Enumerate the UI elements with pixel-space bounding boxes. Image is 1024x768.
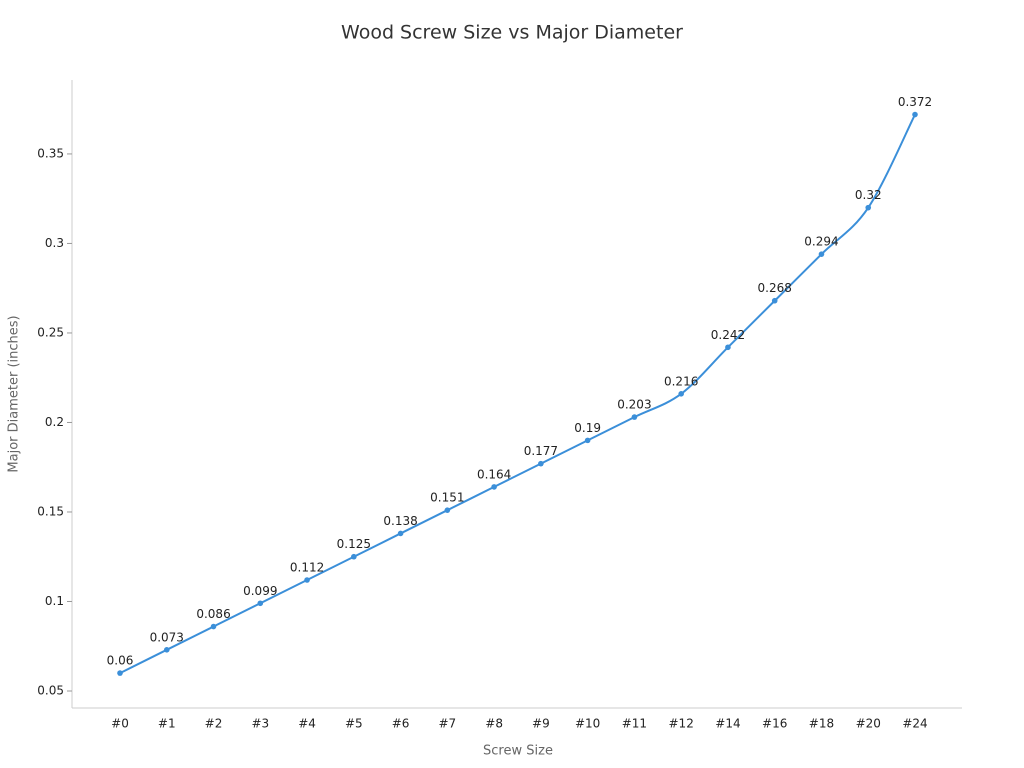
data-label: 0.125	[337, 537, 371, 551]
x-tick-label: #14	[715, 717, 740, 731]
data-label: 0.164	[477, 467, 511, 481]
x-tick-label: #9	[532, 717, 550, 731]
x-tick-label: #10	[575, 717, 600, 731]
x-tick-label: #5	[345, 717, 363, 731]
point	[631, 414, 638, 420]
data-label: 0.372	[898, 95, 932, 109]
data-label: 0.086	[196, 607, 230, 621]
y-tick-label: 0.15	[37, 504, 64, 518]
point	[210, 623, 217, 630]
y-axis-title: Major Diameter (inches)	[7, 315, 22, 472]
data-label: 0.32	[855, 188, 882, 202]
point	[397, 530, 404, 537]
point	[865, 204, 872, 211]
y-tick-label: 0.1	[45, 594, 64, 608]
y-tick-label: 0.3	[45, 236, 64, 250]
chart-title: Wood Screw Size vs Major Diameter	[341, 22, 683, 44]
x-tick-label: #16	[762, 717, 787, 731]
x-tick-label: #4	[298, 717, 316, 731]
data-label: 0.19	[574, 421, 601, 435]
x-tick-label: #3	[251, 717, 269, 731]
y-tick-label: 0.2	[45, 415, 64, 429]
x-tick-label: #8	[485, 717, 503, 731]
data-label: 0.112	[290, 561, 324, 575]
data-label: 0.151	[430, 491, 464, 505]
point	[444, 507, 451, 513]
x-tick-label: #6	[392, 717, 410, 731]
x-tick-label: #24	[902, 717, 927, 731]
point	[257, 600, 264, 607]
point	[304, 577, 310, 583]
point	[912, 111, 918, 118]
data-label: 0.294	[804, 235, 838, 249]
point	[678, 391, 684, 397]
x-tick-label: #2	[205, 717, 223, 731]
point	[538, 460, 544, 467]
x-tick-label: #18	[809, 717, 834, 731]
data-label: 0.099	[243, 584, 277, 598]
point	[351, 553, 357, 560]
y-tick-label: 0.05	[37, 683, 64, 697]
x-tick-label: #20	[856, 717, 881, 731]
point	[163, 647, 170, 653]
x-axis-title: Screw Size	[483, 744, 553, 759]
data-label: 0.06	[107, 654, 134, 668]
data-label: 0.138	[383, 514, 417, 528]
point	[491, 484, 497, 490]
point	[818, 251, 825, 257]
y-tick-label: 0.25	[37, 325, 64, 339]
data-label: 0.073	[150, 630, 184, 644]
x-tick-label: #7	[439, 717, 457, 731]
point	[725, 344, 731, 351]
data-label: 0.242	[711, 328, 745, 342]
data-label: 0.268	[758, 281, 792, 295]
data-label: 0.216	[664, 374, 698, 388]
point	[584, 437, 591, 444]
y-tick-label: 0.35	[37, 146, 64, 160]
data-label: 0.177	[524, 444, 558, 458]
data-label: 0.203	[617, 398, 651, 412]
point	[771, 297, 778, 304]
line	[119, 114, 916, 674]
x-tick-label: #1	[158, 717, 176, 731]
x-tick-label: #0	[111, 717, 129, 731]
x-tick-label: #12	[669, 717, 694, 731]
point	[117, 670, 123, 676]
x-tick-label: #11	[622, 717, 647, 731]
